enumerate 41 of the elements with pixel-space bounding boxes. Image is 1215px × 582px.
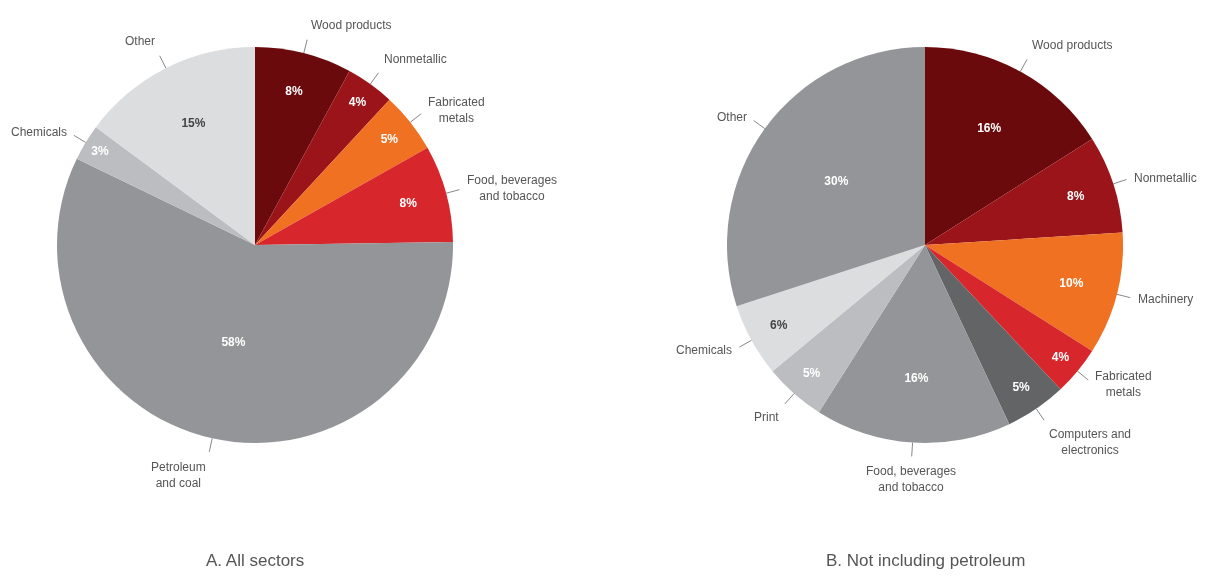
slice-label: Print (754, 410, 780, 424)
slice-label: Food, beverages and tobacco (866, 464, 957, 494)
pie-slice (925, 138, 1123, 245)
data-label: 16% (904, 371, 929, 386)
slice-label: Petroleum and coal (151, 460, 206, 490)
slice-label: Other (717, 110, 748, 124)
slice-label: Chemicals (11, 125, 68, 139)
slice-label: Chemicals (676, 343, 733, 357)
data-label: 16% (977, 120, 1002, 135)
data-label: 3% (91, 144, 109, 159)
pie-slice (255, 147, 453, 245)
data-label: 8% (1066, 189, 1085, 203)
data-label: 5% (380, 131, 399, 146)
slice-label: Computers and electronics (1049, 427, 1132, 457)
data-label: 15% (181, 116, 206, 131)
data-label: 58% (221, 334, 246, 349)
text: B. Not including petroleum (826, 551, 1026, 570)
text: A. All sectors (206, 551, 305, 570)
data-label: 6% (770, 318, 788, 333)
pie-slice (255, 47, 350, 245)
slice-label: Food, beverages and tobacco (467, 173, 558, 203)
data-label: 8% (399, 196, 418, 211)
pie-slice (57, 158, 453, 443)
data-label: 10% (1059, 275, 1084, 290)
data-label: 8% (285, 84, 303, 99)
pie-slice (925, 232, 1123, 352)
slice-label: Other (125, 34, 156, 48)
slice-label: Fabricated metals (428, 95, 485, 125)
data-label: 4% (1051, 350, 1070, 365)
pie-slice (255, 99, 428, 245)
data-label: 5% (802, 366, 821, 381)
slice-label: Machinery (1138, 292, 1194, 306)
slice-label: Nonmetallic (1134, 171, 1197, 185)
data-label: 30% (824, 173, 849, 188)
data-label: 5% (1012, 379, 1031, 394)
pie-slice (76, 127, 255, 245)
data-label: 4% (348, 94, 367, 109)
slice-label: Nonmetallic (384, 52, 447, 66)
slice-label: Wood products (311, 18, 392, 32)
slice-label: Wood products (1032, 38, 1113, 52)
slice-label: Fabricated metals (1095, 369, 1152, 399)
